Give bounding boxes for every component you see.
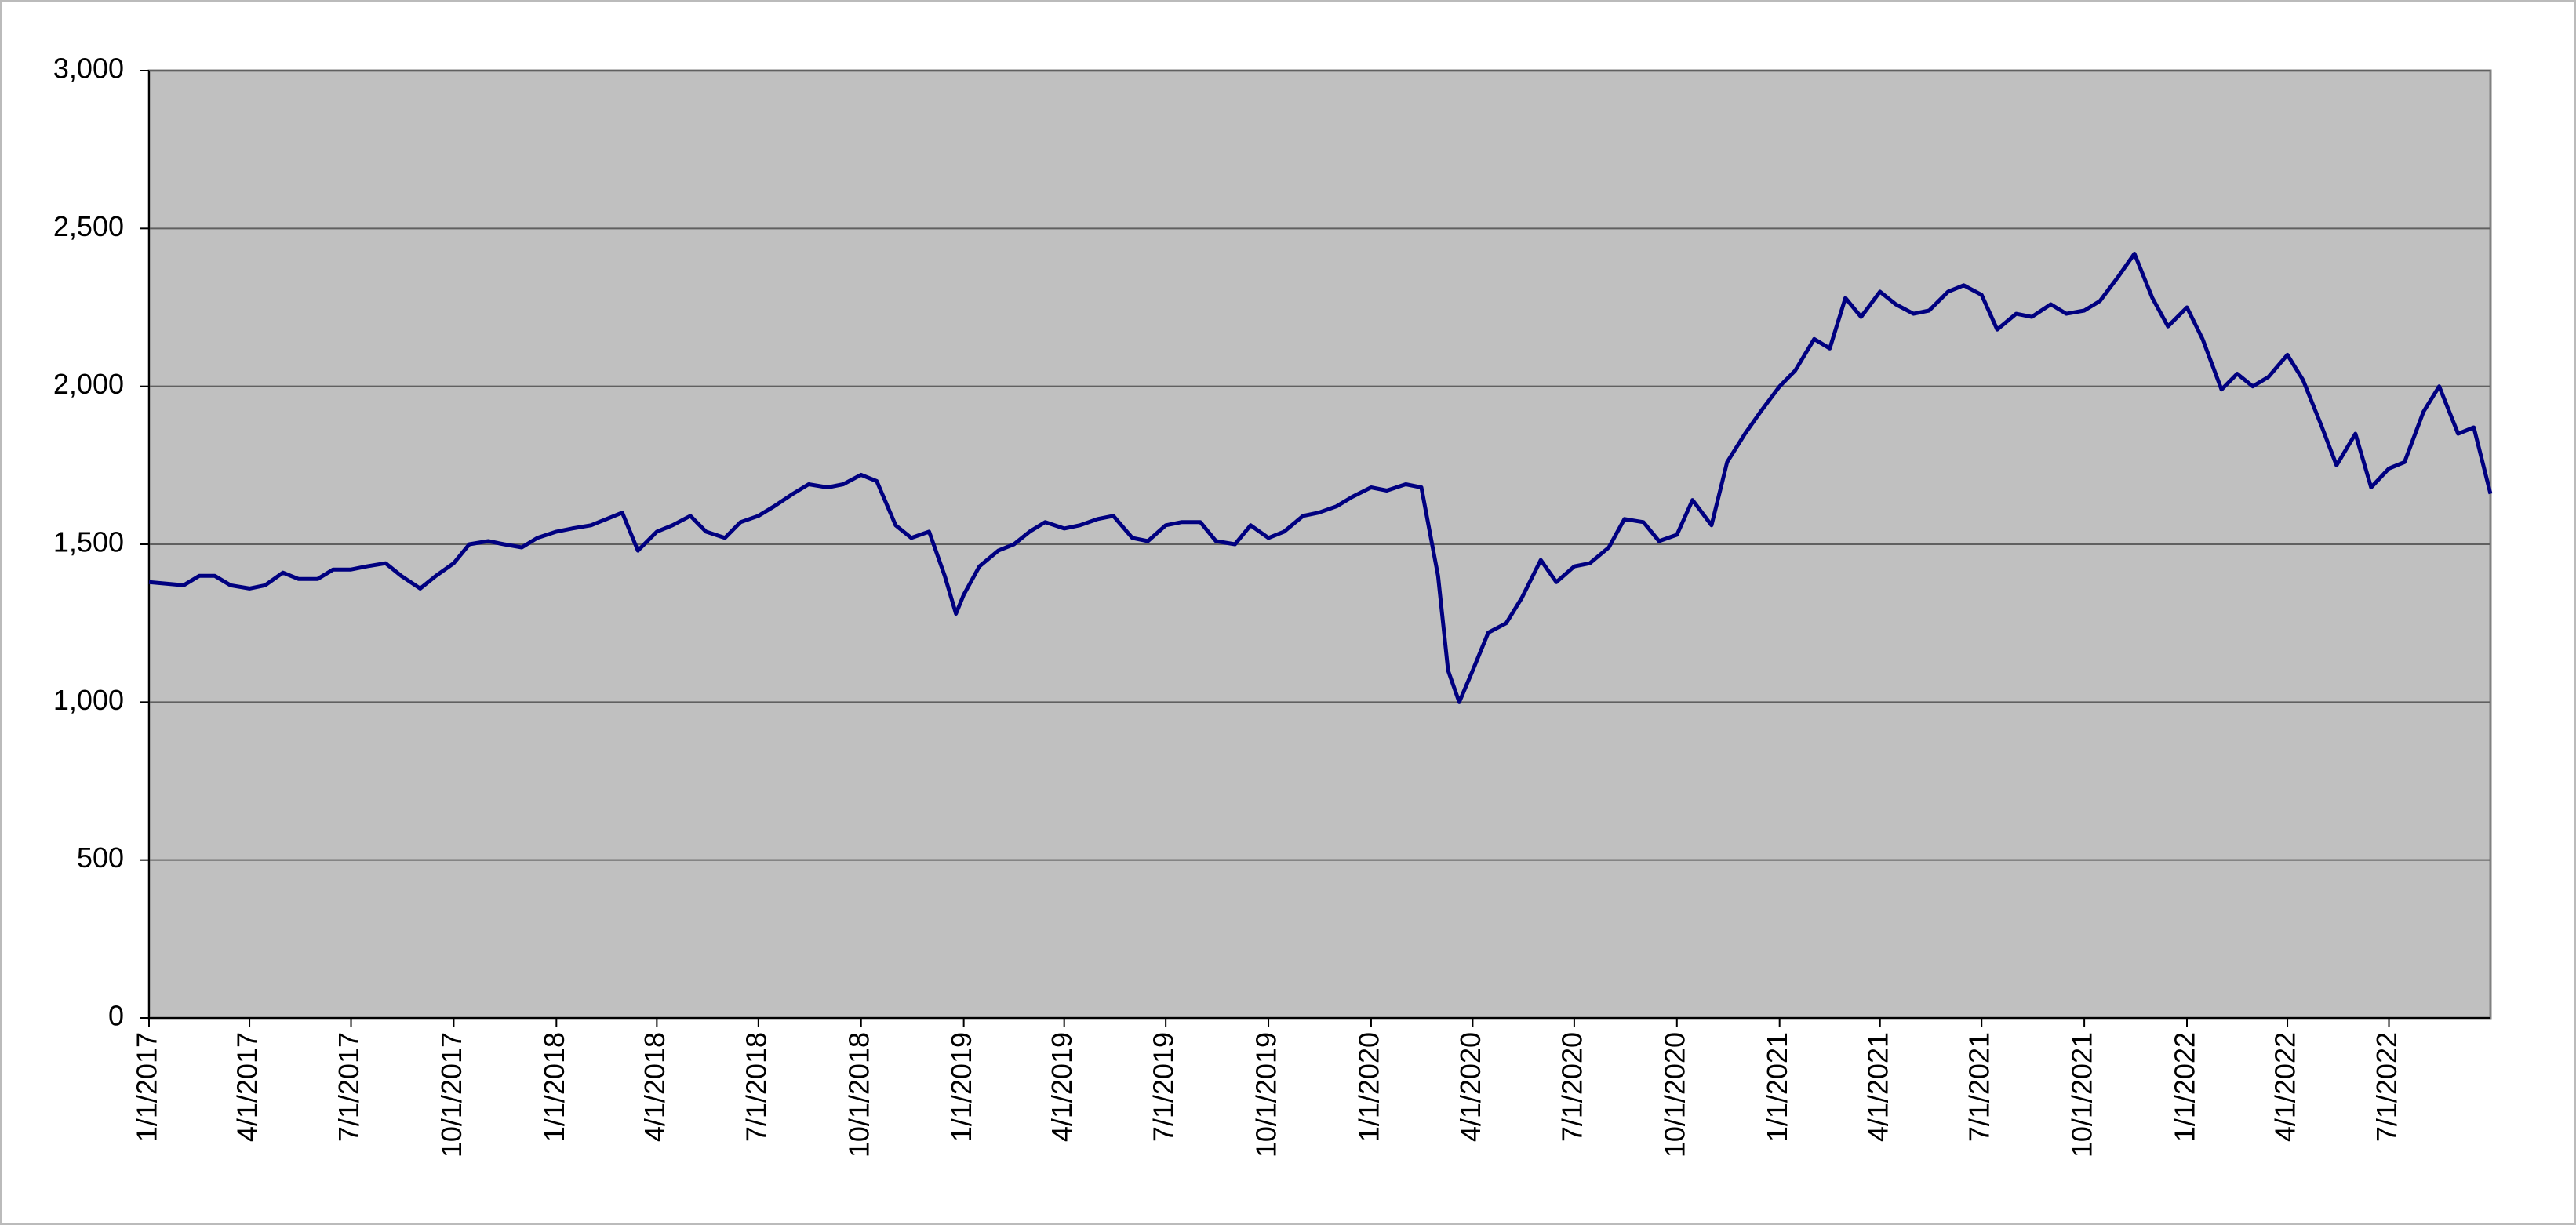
x-tick-label: 4/1/2018 [639, 1032, 671, 1142]
x-tick-label: 7/1/2021 [1963, 1032, 1996, 1142]
x-tick-label: 1/1/2017 [131, 1032, 163, 1142]
x-tick-label: 7/1/2017 [333, 1032, 365, 1142]
y-tick-label: 3,000 [53, 53, 124, 85]
x-tick-label: 4/1/2020 [1454, 1032, 1486, 1142]
y-tick-label: 2,500 [53, 210, 124, 242]
x-tick-label: 4/1/2017 [231, 1032, 264, 1142]
x-tick-label: 1/1/2020 [1352, 1032, 1384, 1142]
x-tick-label: 10/1/2021 [2066, 1032, 2098, 1158]
x-tick-label: 1/1/2021 [1761, 1032, 1793, 1142]
x-tick-label: 10/1/2019 [1250, 1032, 1283, 1158]
x-tick-label: 1/1/2019 [945, 1032, 977, 1142]
x-tick-label: 1/1/2018 [538, 1032, 570, 1142]
x-tick-label: 7/1/2022 [2370, 1032, 2403, 1142]
x-tick-label: 10/1/2020 [1658, 1032, 1690, 1158]
x-tick-label: 7/1/2018 [740, 1032, 772, 1142]
x-tick-label: 4/1/2021 [1861, 1032, 1894, 1142]
x-tick-label: 10/1/2018 [842, 1032, 875, 1158]
x-tick-label: 4/1/2022 [2269, 1032, 2301, 1142]
line [148, 252, 2493, 704]
x-tick-label: 4/1/2019 [1046, 1032, 1078, 1142]
x-tick-label: 7/1/2019 [1148, 1032, 1180, 1142]
x-tick-label: 1/1/2022 [2169, 1032, 2201, 1142]
y-tick-label: 0 [108, 1000, 124, 1032]
y-tick-label: 1,500 [53, 526, 124, 558]
y-tick-label: 2,000 [53, 368, 124, 400]
y-tick-label: 1,000 [53, 684, 124, 716]
x-tick-label: 10/1/2017 [435, 1032, 468, 1158]
x-tick-label: 7/1/2020 [1555, 1032, 1588, 1142]
y-tick-label: 500 [77, 842, 124, 874]
